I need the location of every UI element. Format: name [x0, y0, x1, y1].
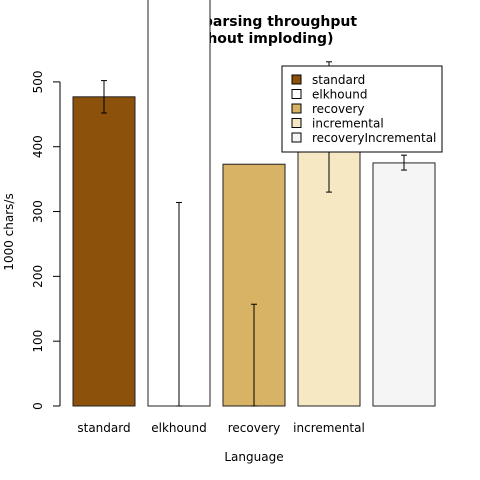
x-tick-label: elkhound — [151, 421, 206, 435]
legend-swatch-standard — [291, 74, 302, 85]
x-tick-label: standard — [77, 421, 130, 435]
error-bar-elkhound — [176, 201, 182, 407]
x-tick-label: incremental — [293, 421, 365, 435]
y-tick-label: 400 — [31, 135, 45, 158]
legend-swatch-recovery — [291, 103, 302, 114]
y-tick-label: 0 — [31, 402, 45, 410]
legend-label-standard: standard — [312, 73, 365, 87]
y-tick-label: 100 — [31, 330, 45, 353]
legend-label-elkhound: elkhound — [312, 88, 367, 102]
error-bar-recovery — [251, 303, 257, 407]
error-bar-recoveryIncremental — [401, 154, 407, 171]
legend-swatch-elkhound — [291, 89, 302, 99]
y-axis: 0 100 200 300 400 500 — [31, 70, 61, 410]
legend-label-recovery: recovery — [312, 102, 365, 116]
y-tick-label: 200 — [31, 265, 45, 288]
legend-box — [281, 65, 443, 153]
legend-swatch-recoveryIncremental — [291, 132, 302, 143]
error-bar-standard — [101, 80, 107, 114]
y-axis-label: 1000 chars/s — [2, 193, 16, 270]
legend-label-incremental: incremental — [312, 117, 384, 131]
bar-standard — [72, 96, 136, 407]
legend-label-recoveryIncremental: recoveryIncremental — [312, 131, 436, 145]
y-tick-label: 300 — [31, 200, 45, 223]
error-bars-group — [101, 61, 407, 407]
legend: standardelkhoundrecoveryincrementalrecov… — [281, 65, 443, 153]
x-axis-label: Language — [224, 450, 283, 464]
x-tick-labels: standard elkhound recovery incremental — [77, 421, 364, 435]
chart-title-line-2: (without imploding) — [177, 31, 334, 47]
legend-swatch-incremental — [291, 118, 302, 128]
x-tick-label: recovery — [228, 421, 281, 435]
y-tick-label: 500 — [31, 70, 45, 93]
bar-recoveryIncremental — [372, 162, 436, 407]
